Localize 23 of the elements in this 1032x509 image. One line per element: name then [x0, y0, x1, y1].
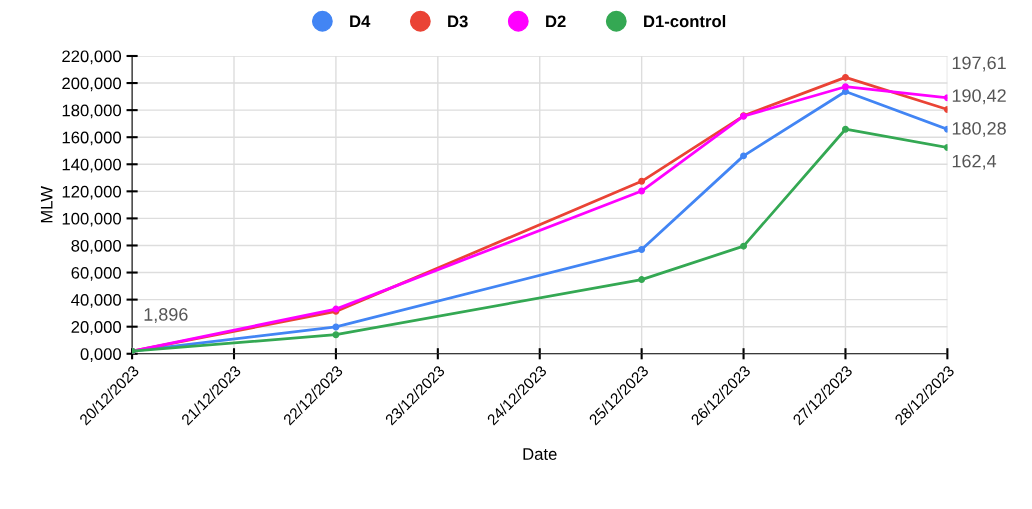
legend-label: D4 [350, 15, 371, 28]
y-tick-label: 100,000 [62, 212, 122, 227]
y-tick-label: 180,000 [62, 104, 122, 119]
y-tick-label: 120,000 [62, 185, 122, 200]
y-tick-label: 40,000 [71, 294, 122, 308]
y-tick-label: 80,000 [71, 239, 122, 254]
y-tick-label: 0,000 [80, 348, 122, 362]
y-tick-label: 200,000 [62, 77, 122, 92]
text: 197,61 [952, 56, 1006, 72]
y-axis-title: MLW [40, 186, 53, 223]
y-tick-label: 220,000 [62, 50, 122, 65]
legend-label: D2 [546, 15, 566, 28]
text: 190,42 [952, 89, 1006, 105]
legend-label: D3 [448, 15, 468, 28]
legend-label: D1-control [644, 15, 726, 28]
y-tick-label: 140,000 [62, 158, 122, 173]
y-tick-label: 160,000 [62, 131, 122, 146]
y-tick-label: 60,000 [71, 266, 122, 281]
text: 180,28 [952, 121, 1006, 137]
annotation: 1,896 [144, 308, 188, 323]
y-tick-label: 20,000 [71, 321, 122, 335]
text: 162,4 [952, 154, 997, 170]
x-axis-title: Date [523, 448, 557, 460]
